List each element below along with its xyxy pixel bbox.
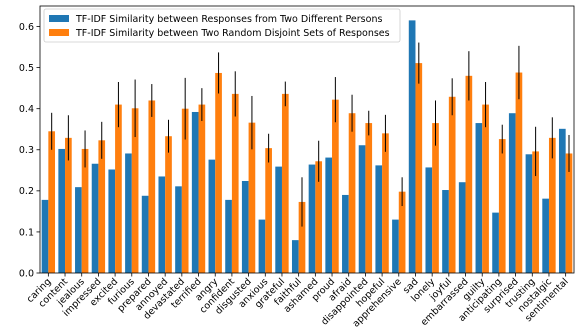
- bar-series2-anticipating: [498, 139, 506, 273]
- bar-series2-prepared: [148, 100, 156, 273]
- bar-series2-caring: [48, 131, 56, 273]
- bar-series2-nostalgic: [548, 137, 556, 273]
- bar-series1-devastated: [175, 186, 182, 273]
- bar-series1-surprised: [508, 113, 516, 274]
- bar-series2-devastated: [181, 108, 189, 273]
- bar-series1-proud: [325, 157, 333, 273]
- bar-series1-joyful: [442, 190, 449, 273]
- bar-series2-excited: [115, 104, 122, 273]
- bar-series1-annoyed: [158, 176, 166, 273]
- bar-series2-joyful: [448, 96, 456, 273]
- bar-series1-anxious: [258, 219, 266, 273]
- bar-series1-disappointed: [358, 145, 366, 273]
- bar-series2-afraid: [348, 113, 356, 274]
- bar-series2-faithful: [298, 201, 306, 273]
- bar-series1-embarrassed: [458, 182, 466, 273]
- bar-series2-disgusted: [248, 122, 256, 273]
- y-tick-label: 0.1: [19, 227, 34, 238]
- bar-series2-confident: [231, 93, 239, 274]
- y-tick-label: 0.5: [19, 63, 34, 74]
- bar-series1-hopeful: [375, 165, 383, 273]
- bar-series2-anxious: [265, 148, 272, 273]
- bar-series2-jealous: [81, 148, 89, 273]
- y-tick-label: 0.3: [19, 145, 34, 156]
- bar-series2-lonely: [432, 123, 439, 273]
- bar-series1-afraid: [342, 194, 349, 273]
- bar-series2-ashamed: [315, 161, 323, 273]
- bar-series2-angry: [215, 72, 222, 274]
- bar-series1-impressed: [91, 163, 99, 273]
- y-tick-label: 0.4: [19, 104, 34, 115]
- bar-series1-sentimental: [558, 128, 566, 273]
- bar-series2-sad: [415, 63, 423, 273]
- bar-series1-ashamed: [308, 164, 316, 273]
- bar-series1-content: [58, 148, 66, 273]
- bar-series2-hopeful: [382, 133, 389, 273]
- bar-series1-terrified: [191, 111, 199, 273]
- legend-swatch-series2: [49, 29, 69, 36]
- bar-series1-nostalgic: [542, 198, 549, 273]
- bar-series2-proud: [332, 99, 339, 273]
- bar-series1-excited: [108, 169, 116, 273]
- bar-series1-caring: [41, 199, 49, 273]
- bar-series2-impressed: [98, 140, 106, 273]
- bar-series2-content: [65, 137, 72, 273]
- bar-series2-guilty: [482, 104, 489, 273]
- bar-series2-surprised: [515, 72, 523, 273]
- bar-series1-lonely: [425, 167, 433, 273]
- bar-series2-terrified: [198, 104, 206, 273]
- legend-box: [43, 8, 401, 43]
- bar-series2-furious: [131, 108, 139, 273]
- bar-series2-trusting: [532, 151, 539, 273]
- y-tick-label: 0.0: [19, 268, 34, 279]
- bar-series1-angry: [208, 159, 216, 273]
- bar-series2-embarrassed: [465, 75, 473, 273]
- bar-series1-apprehensive: [392, 219, 399, 273]
- bar-series1-guilty: [475, 123, 483, 273]
- legend-label-series1: TF-IDF Similarity between Responses from…: [75, 14, 382, 25]
- bar-series1-prepared: [141, 195, 149, 273]
- bar-series2-disappointed: [365, 123, 373, 273]
- bar-series1-anticipating: [492, 212, 499, 273]
- bar-series2-grateful: [281, 93, 289, 274]
- bar-series1-faithful: [291, 240, 299, 273]
- bar-series1-sad: [408, 20, 416, 273]
- bar-series2-apprehensive: [398, 191, 406, 273]
- y-tick-label: 0.2: [19, 186, 34, 197]
- bar-series1-trusting: [525, 154, 533, 273]
- legend-label-series2: TF-IDF Similarity between Two Random Dis…: [75, 28, 390, 39]
- bar-series1-grateful: [275, 166, 282, 273]
- bar-series2-annoyed: [165, 136, 172, 273]
- plot-frame: [39, 5, 575, 274]
- legend-swatch-series1: [49, 15, 69, 22]
- bar-series2-sentimental: [565, 153, 573, 273]
- bar-series1-jealous: [75, 187, 82, 273]
- bar-series1-disgusted: [241, 180, 249, 273]
- bar-series1-furious: [125, 153, 132, 273]
- y-tick-label: 0.6: [19, 22, 34, 33]
- bar-series1-confident: [225, 199, 232, 273]
